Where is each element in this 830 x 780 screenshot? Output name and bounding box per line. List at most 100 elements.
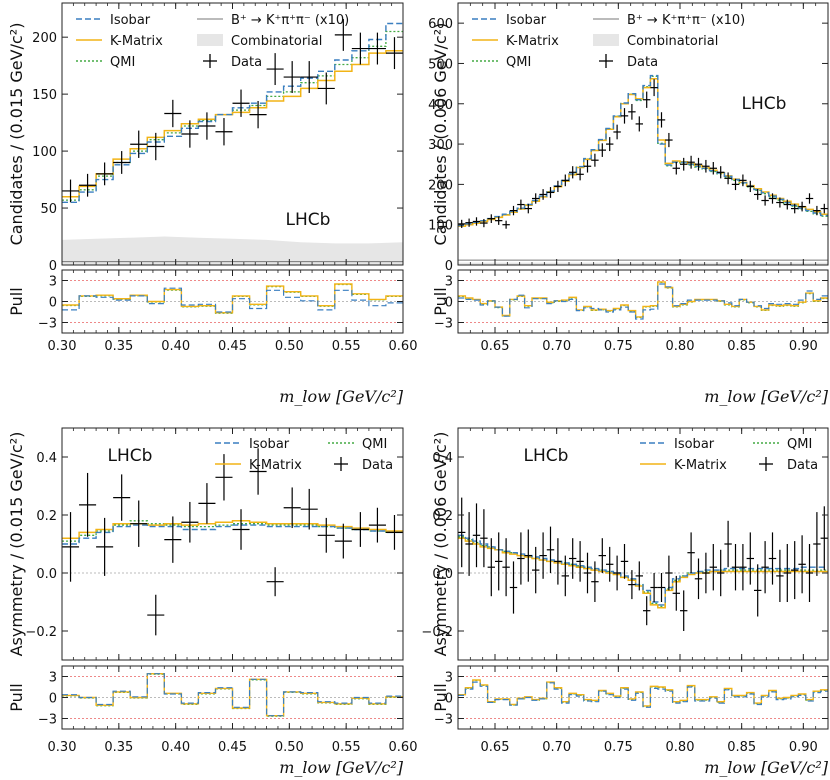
data-point — [598, 538, 606, 573]
legend: Isobar K-Matrix QMI Data — [215, 437, 393, 473]
x-tick-label: 0.90 — [789, 740, 818, 755]
legend-isobar: Isobar — [640, 437, 715, 452]
legend-kmatrix: K-Matrix — [640, 458, 727, 473]
data-point — [702, 159, 710, 173]
legend-qmi: QMI — [328, 437, 387, 452]
data-point — [539, 189, 547, 200]
legend-comb: Combinatorial — [197, 34, 322, 49]
data-point — [643, 91, 651, 108]
x-tick-label: 0.50 — [275, 339, 304, 354]
data-point — [613, 124, 621, 140]
x-tick-label: 0.85 — [727, 740, 756, 755]
pull-axis-label: Pull — [431, 683, 450, 711]
y-tick-label: 0 — [445, 259, 453, 274]
legend-swatch-comb — [197, 34, 223, 46]
series-qmi — [62, 520, 403, 542]
series-kmatrix — [458, 537, 828, 609]
data-point — [458, 497, 466, 568]
data-point — [480, 218, 488, 228]
data-point — [317, 517, 335, 553]
data-point — [768, 193, 777, 204]
data-point — [249, 448, 267, 495]
data-point — [569, 166, 577, 179]
pull-series-isobar — [458, 681, 828, 708]
x-tick-label: 0.35 — [104, 339, 133, 354]
data-point — [665, 132, 673, 148]
pull-axis-label: Pull — [431, 287, 450, 315]
data-point — [754, 564, 762, 617]
data-point — [300, 488, 318, 530]
data-point — [465, 218, 473, 227]
y-tick-label: 0.0 — [36, 567, 57, 582]
legend-bkpp: B⁺ → K⁺π⁺π⁻ (x10) — [593, 13, 745, 28]
legend-qmi: QMI — [76, 55, 135, 70]
data-point — [805, 193, 814, 204]
legend-data: Data — [334, 457, 393, 473]
x-tick-label: 0.65 — [481, 740, 510, 755]
y-axis-label: Asymmetry / (0.015 GeV/c²) — [7, 432, 26, 657]
y-tick-label: 0.2 — [36, 509, 57, 524]
data-point — [487, 538, 495, 597]
data-point — [147, 132, 165, 161]
data-point — [554, 180, 562, 193]
pull-series-isobar — [458, 283, 828, 320]
data-point — [502, 220, 510, 229]
data-point — [657, 573, 666, 602]
data-point — [62, 179, 80, 203]
x-tick-label: 0.70 — [542, 740, 571, 755]
legend-data: Data — [203, 54, 262, 70]
data-point — [672, 575, 680, 611]
y-tick-label: 0.4 — [36, 451, 57, 466]
x-tick-label: 0.90 — [789, 339, 818, 354]
x-axis-label: m_low [GeV/c²] — [704, 387, 829, 406]
data-point — [813, 512, 821, 576]
x-tick-label: 0.65 — [481, 339, 510, 354]
data-point — [113, 151, 131, 174]
data-point — [635, 561, 643, 591]
data-point — [598, 143, 606, 157]
data-point — [198, 112, 216, 140]
legend-label-comb: Combinatorial — [231, 34, 322, 49]
legend-label-qmi: QMI — [110, 55, 135, 70]
data-point — [351, 512, 369, 547]
legend-label-kmatrix: K-Matrix — [506, 34, 559, 49]
lhcb-watermark: LHCb — [108, 446, 153, 466]
data-point — [198, 483, 216, 524]
y-tick-label: 300 — [428, 138, 453, 153]
x-tick-label: 0.75 — [604, 740, 633, 755]
legend-label-kmatrix: K-Matrix — [110, 34, 163, 49]
x-tick-label: 0.40 — [161, 740, 190, 755]
data-point — [643, 596, 651, 626]
legend-bkpp: B⁺ → K⁺π⁺π⁻ (x10) — [197, 13, 349, 28]
data-point — [709, 544, 717, 591]
pull-panel: 3 0 −3 0.65 0.70 0.75 0.80 0.85 0.90 Pull — [431, 665, 829, 755]
data-point — [739, 544, 747, 591]
legend-label-isobar: Isobar — [249, 437, 290, 452]
data-point — [181, 501, 199, 543]
legend-label-isobar: Isobar — [110, 13, 151, 28]
x-tick-label: 0.40 — [161, 339, 190, 354]
legend-label-qmi: QMI — [787, 437, 812, 452]
data-point — [746, 532, 754, 585]
data-point — [561, 174, 569, 187]
y-axis-label: Candidates / (0.015 GeV/c²) — [7, 23, 26, 246]
x-tick-label: 0.35 — [104, 740, 133, 755]
series-isobar — [62, 524, 403, 545]
data-point — [724, 172, 732, 185]
plot-area — [458, 74, 828, 265]
y-tick-label: 3 — [49, 671, 57, 686]
data-point — [164, 516, 182, 563]
x-tick-label: 0.60 — [389, 740, 418, 755]
chart-bottom-left: −0.2 0.0 0.2 0.4 LHCb Isobar K-Matrix QMI Data As… — [7, 427, 418, 777]
data-point — [591, 561, 599, 602]
legend-label-data: Data — [627, 55, 658, 70]
data-point — [385, 515, 403, 550]
data-point — [472, 503, 481, 568]
legend-kmatrix: K-Matrix — [472, 34, 559, 49]
y-tick-label: 500 — [428, 57, 453, 72]
data-point — [628, 570, 636, 600]
plot-area — [62, 18, 403, 265]
y-tick-label: 400 — [428, 98, 453, 113]
data-point — [606, 137, 614, 152]
